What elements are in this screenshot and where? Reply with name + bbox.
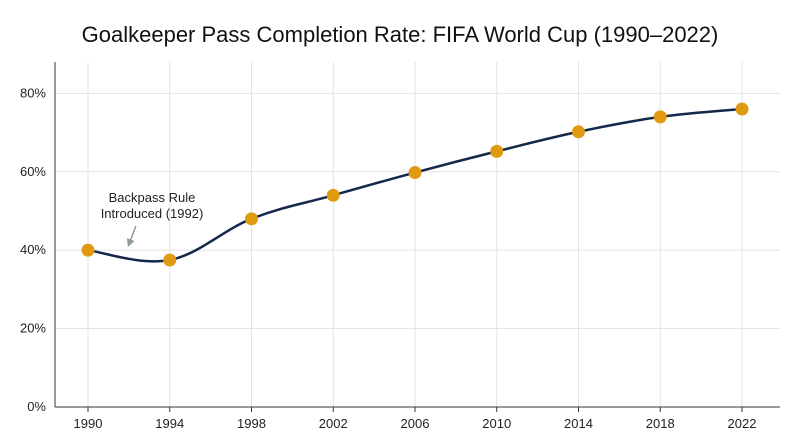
data-point [735, 102, 749, 116]
y-tick-label: 0% [27, 399, 46, 414]
x-tick-label: 2006 [401, 416, 430, 431]
data-point [163, 253, 177, 267]
data-point [653, 110, 667, 124]
data-point [408, 166, 422, 180]
x-tick-label: 2022 [728, 416, 757, 431]
y-tick-label: 80% [20, 85, 46, 100]
annotation-arrow-head [126, 238, 135, 247]
axis-layer: 0% 20% 40% 60% 80% 1990 1994 1998 2002 2006 2010 20… [20, 62, 780, 431]
data-point [572, 125, 585, 139]
y-tick-label: 20% [20, 321, 46, 336]
annotation: Backpass Rule Introduced (1992) [101, 190, 204, 247]
annotation-line-2: Introduced (1992) [101, 206, 204, 221]
data-point [490, 144, 504, 158]
annotation-line-1: Backpass Rule [109, 190, 196, 205]
x-tick-label: 1990 [74, 416, 103, 431]
x-tick-label: 2010 [482, 416, 511, 431]
chart-title: Goalkeeper Pass Completion Rate: FIFA Wo… [82, 22, 719, 47]
marker-layer [81, 102, 749, 267]
x-tick-label: 2014 [564, 416, 593, 431]
x-tick-label: 2002 [319, 416, 348, 431]
data-point [245, 212, 258, 226]
grid-layer [55, 62, 780, 407]
data-point [326, 188, 340, 202]
x-tick-label: 2018 [646, 416, 675, 431]
y-tick-label: 60% [20, 164, 46, 179]
y-tick-label: 40% [20, 242, 46, 257]
x-tick-label: 1998 [237, 416, 266, 431]
data-point [81, 243, 95, 257]
annotation-arrow-shaft [129, 225, 137, 243]
x-tick-label: 1994 [155, 416, 184, 431]
